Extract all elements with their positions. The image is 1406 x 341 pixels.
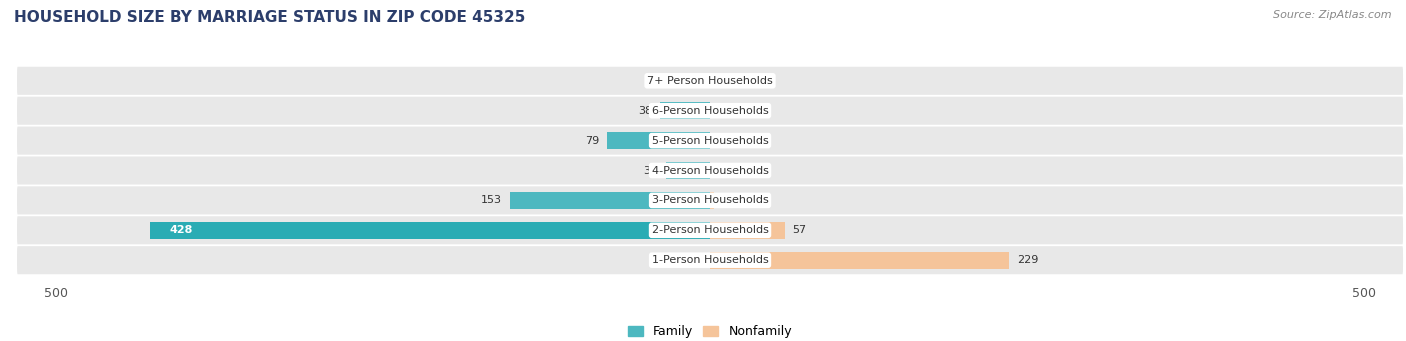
Text: 0: 0: [718, 106, 725, 116]
FancyBboxPatch shape: [17, 186, 1403, 214]
Text: 428: 428: [170, 225, 194, 235]
Text: 0: 0: [718, 165, 725, 176]
Text: 38: 38: [638, 106, 652, 116]
Bar: [665, 162, 710, 179]
Text: 79: 79: [585, 136, 599, 146]
Bar: [510, 192, 710, 209]
Bar: [607, 132, 710, 149]
FancyBboxPatch shape: [17, 67, 1403, 95]
Text: 3: 3: [721, 195, 728, 205]
Text: 0: 0: [718, 136, 725, 146]
Bar: [150, 222, 710, 239]
FancyBboxPatch shape: [17, 246, 1403, 274]
Text: 5-Person Households: 5-Person Households: [651, 136, 769, 146]
Text: 6-Person Households: 6-Person Households: [651, 106, 769, 116]
Bar: [710, 192, 714, 209]
FancyBboxPatch shape: [17, 216, 1403, 244]
Text: 229: 229: [1018, 255, 1039, 265]
FancyBboxPatch shape: [17, 97, 1403, 125]
Text: 0: 0: [718, 76, 725, 86]
Text: 153: 153: [481, 195, 502, 205]
Text: 7+ Person Households: 7+ Person Households: [647, 76, 773, 86]
Text: HOUSEHOLD SIZE BY MARRIAGE STATUS IN ZIP CODE 45325: HOUSEHOLD SIZE BY MARRIAGE STATUS IN ZIP…: [14, 10, 526, 25]
Text: 2-Person Households: 2-Person Households: [651, 225, 769, 235]
Bar: [710, 252, 1010, 269]
Text: 1-Person Households: 1-Person Households: [651, 255, 769, 265]
Text: 4-Person Households: 4-Person Households: [651, 165, 769, 176]
FancyBboxPatch shape: [17, 157, 1403, 184]
Text: 0: 0: [695, 255, 702, 265]
Bar: [661, 102, 710, 119]
Text: 57: 57: [793, 225, 807, 235]
Text: 3-Person Households: 3-Person Households: [651, 195, 769, 205]
Text: Source: ZipAtlas.com: Source: ZipAtlas.com: [1274, 10, 1392, 20]
Legend: Family, Nonfamily: Family, Nonfamily: [623, 320, 797, 341]
Text: 34: 34: [644, 165, 658, 176]
FancyBboxPatch shape: [17, 127, 1403, 155]
Text: 0: 0: [695, 76, 702, 86]
Bar: [710, 222, 785, 239]
